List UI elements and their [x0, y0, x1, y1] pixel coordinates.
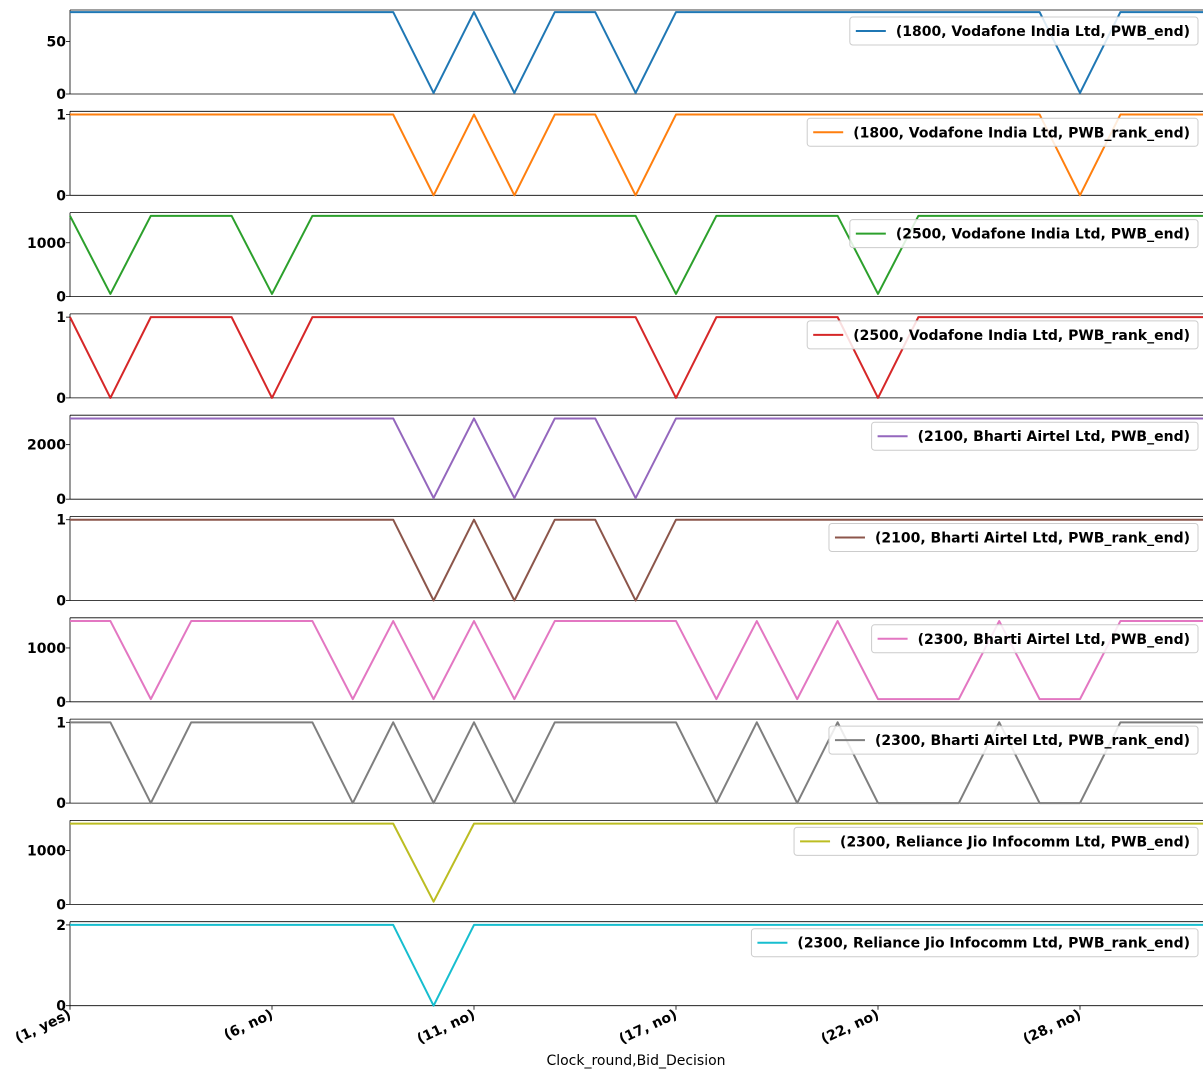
- legend-box: [828, 725, 1199, 755]
- legend-box: [849, 219, 1199, 249]
- x-axis-label: Clock_round,Bid_Decision: [546, 1053, 725, 1069]
- chart-panels: 0 50 (1800, Vodafone India Ltd, PWB_end) 0 1…: [27, 9, 1203, 1015]
- y-tick-label: 1: [56, 715, 66, 731]
- panel-9: 0 1000 (2300, Reliance Jio Infocomm Ltd, P…: [27, 820, 1203, 913]
- x-tick-label: (11, no): [415, 1007, 478, 1048]
- y-tick-label: 1000: [27, 844, 66, 860]
- y-tick-label: 0: [56, 999, 66, 1015]
- x-tick-label: (17, no): [617, 1007, 680, 1048]
- panel-10: 0 2 (2300, Reliance Jio Infocomm Ltd, PWB_…: [56, 918, 1203, 1015]
- legend-label: (1800, Vodafone India Ltd, PWB_rank_end): [853, 125, 1190, 141]
- legend-label: (2500, Vodafone India Ltd, PWB_end): [896, 227, 1190, 243]
- panel-6: 0 1 (2100, Bharti Airtel Ltd, PWB_rank_end…: [56, 513, 1203, 610]
- panel-3: 0 1000 (2500, Vodafone India Ltd, PWB_end): [27, 212, 1203, 306]
- legend-box: [793, 826, 1199, 856]
- panel-7: 0 1000 (2300, Bharti Airtel Ltd, PWB_end): [27, 617, 1203, 711]
- x-tick-label: (1, yes): [13, 1007, 74, 1047]
- legend: (2300, Bharti Airtel Ltd, PWB_rank_end): [828, 725, 1199, 755]
- y-tick-label: 1: [56, 513, 66, 529]
- y-tick-label: 0: [56, 594, 66, 610]
- series-line: [70, 721, 1203, 805]
- legend-label: (2500, Vodafone India Ltd, PWB_rank_end): [853, 328, 1190, 344]
- series-line: [69, 214, 1203, 295]
- series-line: [70, 620, 1203, 701]
- x-tick-label: (28, no): [1021, 1007, 1084, 1048]
- x-tick-label: (22, no): [819, 1007, 882, 1048]
- legend: (2300, Bharti Airtel Ltd, PWB_end): [871, 624, 1199, 654]
- legend: (1800, Vodafone India Ltd, PWB_end): [849, 16, 1199, 46]
- legend-box: [750, 928, 1199, 958]
- legend-label: (2100, Bharti Airtel Ltd, PWB_rank_end): [875, 531, 1190, 547]
- panel-4: 0 1 (2500, Vodafone India Ltd, PWB_rank_en…: [56, 310, 1203, 407]
- legend-box: [806, 320, 1199, 350]
- panel-1: 0 50 (1800, Vodafone India Ltd, PWB_end): [47, 9, 1203, 103]
- legend: (2500, Vodafone India Ltd, PWB_rank_end): [806, 320, 1199, 350]
- legend-box: [871, 421, 1199, 451]
- y-tick-label: 0: [56, 87, 66, 103]
- legend-box: [871, 624, 1199, 654]
- legend-label: (2300, Reliance Jio Infocomm Ltd, PWB_ra…: [797, 936, 1190, 952]
- y-tick-label: 1: [56, 310, 66, 326]
- y-tick-label: 0: [56, 391, 66, 407]
- y-tick-label: 0: [56, 290, 66, 306]
- series-line: [70, 417, 1203, 500]
- y-tick-label: 1000: [27, 236, 66, 252]
- x-axis-ticks: (1, yes) (6, no) (11, no) (17, no) (22, no) (…: [13, 1005, 1084, 1048]
- series-line: [70, 518, 1203, 602]
- series-line: [69, 316, 1203, 399]
- legend-box: [849, 16, 1199, 46]
- legend: (2500, Vodafone India Ltd, PWB_end): [849, 219, 1199, 249]
- y-tick-label: 1000: [27, 641, 66, 657]
- series-line: [70, 822, 1203, 903]
- y-tick-label: 50: [47, 35, 67, 51]
- y-tick-label: 0: [56, 897, 66, 913]
- legend: (2100, Bharti Airtel Ltd, PWB_end): [871, 421, 1199, 451]
- legend-box: [806, 117, 1199, 147]
- y-tick-label: 0: [56, 492, 66, 508]
- legend: (2300, Reliance Jio Infocomm Ltd, PWB_en…: [793, 826, 1199, 856]
- legend-label: (2300, Reliance Jio Infocomm Ltd, PWB_en…: [840, 834, 1190, 850]
- y-tick-label: 0: [56, 796, 66, 812]
- legend-label: (2100, Bharti Airtel Ltd, PWB_end): [918, 429, 1190, 445]
- y-tick-label: 2: [56, 918, 66, 934]
- legend: (1800, Vodafone India Ltd, PWB_rank_end): [806, 117, 1199, 147]
- x-tick-label: (6, no): [222, 1007, 276, 1044]
- legend-box: [828, 523, 1199, 552]
- panel-5: 0 2000 (2100, Bharti Airtel Ltd, PWB_end): [27, 414, 1203, 508]
- legend: (2100, Bharti Airtel Ltd, PWB_rank_end): [828, 523, 1199, 552]
- legend-label: (1800, Vodafone India Ltd, PWB_end): [896, 24, 1190, 40]
- legend-label: (2300, Bharti Airtel Ltd, PWB_end): [918, 632, 1190, 648]
- y-tick-label: 1: [56, 108, 66, 124]
- panel-8: 0 1 (2300, Bharti Airtel Ltd, PWB_rank_end…: [56, 715, 1203, 812]
- y-tick-label: 0: [56, 188, 66, 204]
- y-tick-label: 0: [56, 695, 66, 711]
- legend: (2300, Reliance Jio Infocomm Ltd, PWB_ra…: [750, 928, 1199, 958]
- legend-label: (2300, Bharti Airtel Ltd, PWB_rank_end): [875, 733, 1190, 749]
- panel-2: 0 1 (1800, Vodafone India Ltd, PWB_rank_en…: [56, 108, 1203, 204]
- y-tick-label: 2000: [27, 438, 66, 454]
- series-line: [70, 923, 1203, 1007]
